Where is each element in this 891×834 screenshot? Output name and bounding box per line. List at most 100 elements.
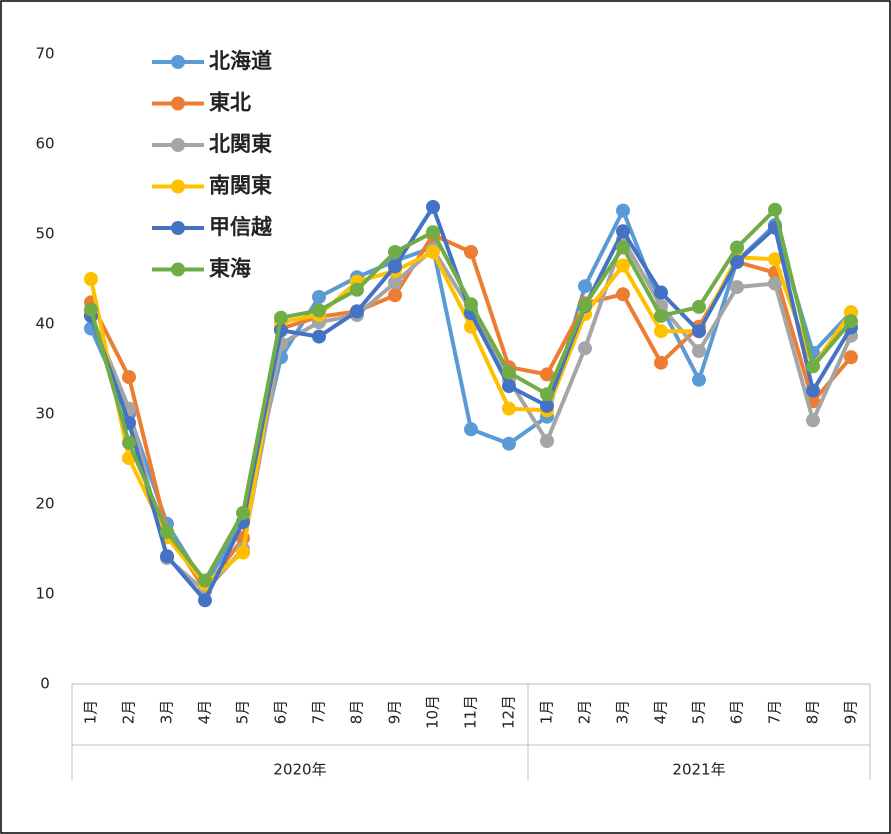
x-tick-label: 11月 bbox=[462, 695, 480, 729]
series-marker bbox=[806, 383, 820, 398]
series-marker bbox=[616, 287, 630, 302]
legend-label: 甲信越 bbox=[209, 215, 273, 239]
series-marker bbox=[388, 275, 402, 290]
x-tick-label: 8月 bbox=[348, 700, 366, 725]
x-tick-label: 9月 bbox=[842, 700, 860, 725]
x-tick-label: 2月 bbox=[120, 700, 138, 725]
y-tick-label: 50 bbox=[35, 225, 54, 243]
x-tick-label: 12月 bbox=[500, 695, 518, 729]
series-marker bbox=[692, 344, 706, 358]
series-marker bbox=[502, 436, 516, 451]
series-marker bbox=[312, 290, 326, 304]
series-marker bbox=[730, 280, 744, 295]
series-marker bbox=[540, 434, 554, 448]
series-marker bbox=[730, 254, 744, 269]
series-marker bbox=[502, 401, 516, 416]
series-marker bbox=[84, 302, 98, 317]
x-tick-label: 3月 bbox=[158, 700, 176, 725]
series-marker bbox=[768, 276, 782, 291]
series-marker bbox=[578, 279, 592, 294]
series-marker bbox=[844, 350, 858, 365]
x-tick-label: 7月 bbox=[310, 700, 328, 725]
series-marker bbox=[350, 282, 364, 297]
series-marker bbox=[654, 285, 668, 300]
series-marker bbox=[426, 200, 440, 214]
y-tick-label: 0 bbox=[40, 675, 50, 693]
series-marker bbox=[312, 303, 326, 318]
legend-label: 東海 bbox=[209, 257, 251, 281]
x-tick-label: 4月 bbox=[196, 700, 214, 725]
y-tick-label: 30 bbox=[35, 405, 54, 423]
legend-marker bbox=[171, 221, 185, 235]
series-marker bbox=[654, 355, 668, 370]
series-marker bbox=[768, 202, 782, 217]
x-tick-label: 6月 bbox=[272, 700, 290, 725]
series-marker bbox=[274, 310, 288, 325]
series-marker bbox=[806, 359, 820, 374]
series-marker bbox=[578, 341, 592, 356]
series-marker bbox=[122, 370, 136, 385]
series-marker bbox=[616, 203, 630, 218]
series-marker bbox=[350, 304, 364, 319]
series-marker bbox=[388, 245, 402, 259]
series-marker bbox=[540, 367, 554, 382]
series-marker bbox=[540, 387, 554, 402]
x-tick-label: 9月 bbox=[386, 700, 404, 725]
series-marker bbox=[654, 324, 668, 339]
series-marker bbox=[464, 422, 478, 437]
legend-marker bbox=[171, 55, 185, 69]
x-tick-label: 6月 bbox=[728, 700, 746, 725]
y-tick-label: 70 bbox=[35, 45, 54, 63]
series-marker bbox=[312, 329, 326, 344]
x-tick-label: 4月 bbox=[652, 700, 670, 725]
legend-label: 北海道 bbox=[209, 49, 272, 73]
legend-label: 東北 bbox=[209, 91, 251, 115]
group-label: 2020年 bbox=[273, 761, 326, 779]
series-marker bbox=[236, 545, 250, 560]
series-marker bbox=[692, 299, 706, 314]
series-marker bbox=[198, 573, 212, 588]
x-tick-label: 1月 bbox=[82, 700, 100, 725]
x-tick-label: 8月 bbox=[804, 700, 822, 725]
series-marker bbox=[464, 245, 478, 259]
legend-marker bbox=[171, 179, 185, 194]
series-marker bbox=[692, 372, 706, 387]
group-label: 2021年 bbox=[672, 761, 725, 779]
x-tick-label: 5月 bbox=[690, 700, 708, 725]
series-marker bbox=[616, 258, 630, 273]
series-marker bbox=[616, 240, 630, 255]
x-tick-label: 7月 bbox=[766, 700, 784, 725]
series-marker bbox=[502, 365, 516, 380]
series-marker bbox=[388, 288, 402, 303]
series-marker bbox=[426, 245, 440, 259]
x-tick-label: 5月 bbox=[234, 700, 252, 725]
legend-marker bbox=[171, 138, 185, 152]
series-marker bbox=[578, 298, 592, 313]
series-marker bbox=[806, 413, 820, 428]
y-tick-label: 60 bbox=[35, 135, 54, 153]
series-marker bbox=[692, 324, 706, 339]
series-marker bbox=[464, 297, 478, 312]
series-marker bbox=[160, 549, 174, 564]
series-marker bbox=[616, 224, 630, 239]
y-tick-label: 40 bbox=[35, 315, 54, 333]
series-marker bbox=[388, 259, 402, 274]
x-tick-label: 3月 bbox=[614, 700, 632, 725]
series-marker bbox=[654, 308, 668, 323]
y-tick-label: 20 bbox=[35, 495, 54, 513]
legend-marker bbox=[171, 262, 185, 277]
x-tick-label: 10月 bbox=[424, 695, 442, 729]
x-tick-label: 1月 bbox=[538, 700, 556, 725]
series-marker bbox=[844, 314, 858, 329]
series-marker bbox=[198, 593, 212, 608]
series-marker bbox=[768, 252, 782, 267]
series-marker bbox=[540, 398, 554, 413]
y-tick-label: 10 bbox=[35, 585, 54, 603]
series-marker bbox=[236, 506, 250, 520]
x-tick-label: 2月 bbox=[576, 700, 594, 725]
series-marker bbox=[426, 225, 440, 240]
series-marker bbox=[122, 435, 136, 450]
